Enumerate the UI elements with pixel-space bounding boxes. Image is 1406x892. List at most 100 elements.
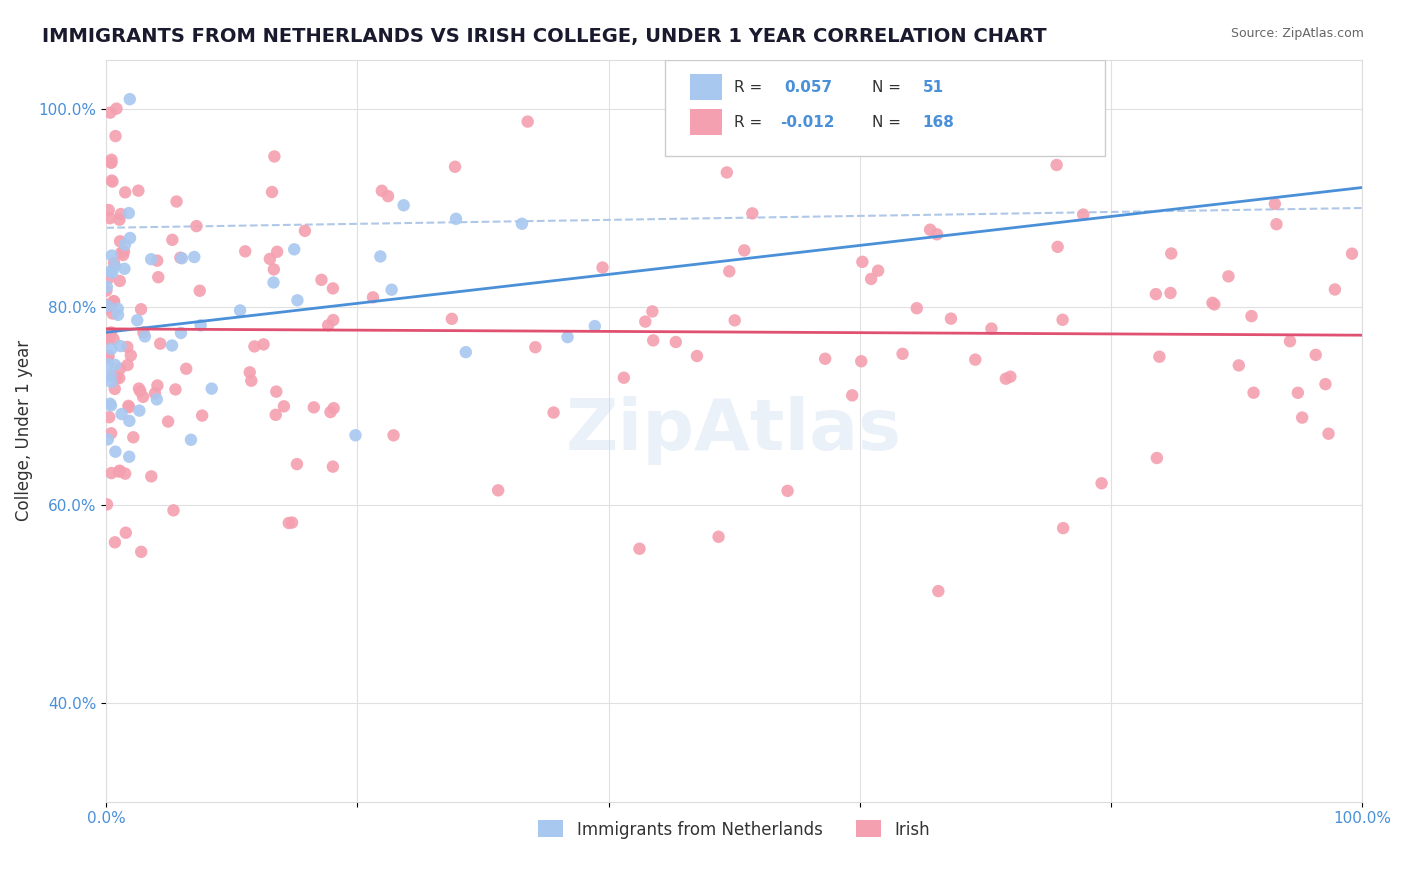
Point	[118, 92, 141, 106]
Point	[643, 334, 665, 348]
Point	[132, 390, 155, 404]
Point	[440, 311, 463, 326]
Point	[965, 352, 987, 367]
Point	[149, 336, 172, 351]
Point	[108, 212, 131, 227]
Point	[118, 450, 141, 464]
Point	[96, 299, 118, 313]
Point	[103, 294, 125, 309]
Point	[97, 351, 120, 365]
Point	[134, 329, 156, 343]
Point	[108, 274, 131, 288]
Point	[108, 465, 131, 479]
Point	[1000, 369, 1022, 384]
Point	[516, 114, 538, 128]
Point	[229, 303, 252, 318]
Point	[108, 464, 131, 478]
Point	[741, 206, 763, 220]
Point	[939, 311, 962, 326]
Point	[110, 246, 132, 260]
Text: Source: ZipAtlas.com: Source: ZipAtlas.com	[1230, 27, 1364, 40]
Point	[925, 227, 948, 242]
Point	[97, 202, 120, 217]
Point	[107, 301, 129, 316]
Point	[1341, 246, 1364, 260]
Point	[1323, 283, 1346, 297]
Point	[524, 340, 547, 354]
Point	[851, 354, 873, 368]
Point	[146, 378, 169, 392]
Point	[188, 284, 211, 298]
Point	[190, 318, 212, 333]
Point	[148, 270, 170, 285]
Point	[1286, 385, 1309, 400]
Point	[191, 409, 214, 423]
Point	[162, 233, 184, 247]
Point	[634, 315, 657, 329]
Point	[1204, 297, 1226, 311]
Point	[129, 384, 152, 398]
Point	[110, 207, 132, 221]
Point	[1317, 426, 1340, 441]
Point	[1243, 385, 1265, 400]
Point	[592, 260, 614, 275]
Point	[1227, 359, 1250, 373]
Point	[444, 211, 467, 226]
FancyBboxPatch shape	[690, 74, 721, 101]
Point	[273, 400, 295, 414]
Point	[96, 497, 118, 511]
Point	[1046, 240, 1069, 254]
Point	[281, 516, 304, 530]
Point	[905, 301, 928, 316]
Point	[118, 401, 141, 415]
Point	[114, 237, 136, 252]
Point	[100, 342, 122, 356]
Point	[100, 399, 122, 413]
Point	[170, 326, 193, 340]
Text: -0.012: -0.012	[780, 115, 835, 130]
Point	[259, 252, 281, 266]
Point	[100, 375, 122, 389]
FancyBboxPatch shape	[665, 60, 1105, 156]
FancyBboxPatch shape	[690, 110, 721, 136]
Point	[104, 358, 127, 372]
Point	[166, 194, 188, 209]
Point	[239, 365, 262, 379]
Point	[486, 483, 509, 498]
Point	[98, 331, 121, 345]
Point	[1315, 377, 1337, 392]
Point	[174, 361, 197, 376]
Point	[98, 211, 121, 226]
Point	[98, 410, 121, 425]
Point	[146, 253, 169, 268]
Point	[101, 266, 124, 280]
Point	[240, 374, 263, 388]
Legend: Immigrants from Netherlands, Irish: Immigrants from Netherlands, Irish	[531, 814, 936, 846]
Point	[97, 271, 120, 285]
Point	[100, 173, 122, 187]
Point	[1159, 285, 1181, 300]
Point	[686, 349, 709, 363]
Point	[107, 308, 129, 322]
Point	[311, 273, 333, 287]
Point	[104, 129, 127, 144]
Text: 51: 51	[922, 79, 943, 95]
Point	[1144, 287, 1167, 301]
Point	[371, 184, 394, 198]
Point	[100, 466, 122, 480]
Point	[718, 264, 741, 278]
Point	[160, 338, 183, 352]
Point	[665, 334, 688, 349]
Point	[583, 319, 606, 334]
Point	[114, 467, 136, 481]
Point	[322, 281, 344, 295]
Point	[96, 332, 118, 346]
Point	[716, 165, 738, 179]
Point	[641, 304, 664, 318]
Point	[132, 326, 155, 340]
Point	[183, 250, 205, 264]
Point	[454, 345, 477, 359]
Point	[277, 516, 299, 530]
Point	[100, 153, 122, 167]
Point	[233, 244, 256, 259]
